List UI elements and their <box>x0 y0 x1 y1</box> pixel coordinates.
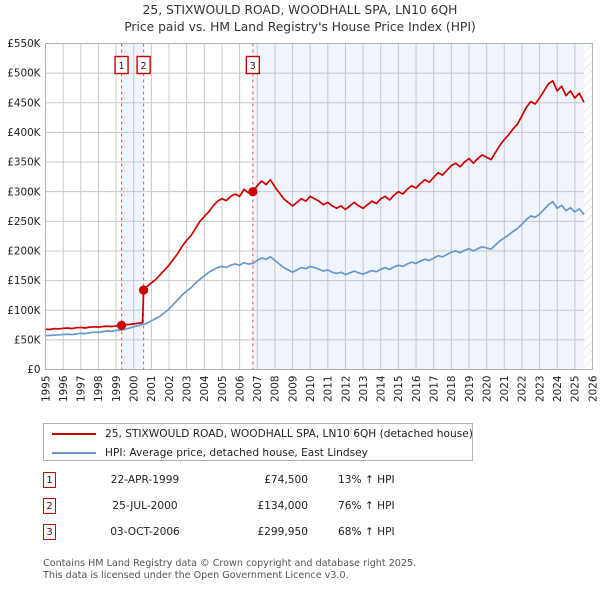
transaction-hpi-1: 13% ↑ HPI <box>338 474 395 486</box>
svg-text:2012: 2012 <box>340 376 352 402</box>
footer-line-2: This data is licensed under the Open Gov… <box>43 569 349 581</box>
transaction-price-1: £74,500 <box>264 474 308 486</box>
legend-swatch-hpi <box>52 451 96 454</box>
transaction-badge-3[interactable]: 3 <box>43 524 56 540</box>
svg-text:2011: 2011 <box>323 376 335 402</box>
legend-label-price: 25, STIXWOULD ROAD, WOODHALL SPA, LN10 6… <box>105 427 473 440</box>
svg-text:2024: 2024 <box>552 375 564 402</box>
svg-text:2021: 2021 <box>499 376 511 402</box>
svg-text:2006: 2006 <box>234 376 246 402</box>
svg-text:2018: 2018 <box>446 376 458 402</box>
y-axis-labels: £0 £50K £100K £150K £200K £250K £300K £350K £400… <box>7 38 41 376</box>
legend-item-price: 25, STIXWOULD ROAD, WOODHALL SPA, LN10 6… <box>44 424 473 443</box>
transactions-table: 1 22-APR-1999 £74,500 13% ↑ HPI 2 25-JUL… <box>40 472 480 550</box>
footer-line-1: Contains HM Land Registry data © Crown c… <box>43 558 417 569</box>
svg-text:£150K: £150K <box>7 275 41 287</box>
transaction-date-1: 22-APR-1999 <box>110 474 180 486</box>
chart-title-line-2: Price paid vs. HM Land Registry's House … <box>124 20 476 34</box>
svg-text:£400K: £400K <box>7 127 41 139</box>
svg-text:£50K: £50K <box>14 334 42 346</box>
transaction-marker-badges[interactable]: 1 2 3 <box>114 55 261 75</box>
chart-title: 25, STIXWOULD ROAD, WOODHALL SPA, LN10 6… <box>0 2 600 36</box>
svg-text:3: 3 <box>250 61 256 72</box>
svg-text:2: 2 <box>141 61 147 72</box>
transaction-badge-1[interactable]: 1 <box>43 472 56 488</box>
chart-legend: 25, STIXWOULD ROAD, WOODHALL SPA, LN10 6… <box>43 423 473 461</box>
svg-text:2001: 2001 <box>146 376 158 402</box>
svg-text:2009: 2009 <box>287 376 299 402</box>
svg-text:£300K: £300K <box>7 186 41 198</box>
svg-text:2019: 2019 <box>464 376 476 402</box>
future-region-hatch <box>583 43 593 370</box>
table-row[interactable]: 1 22-APR-1999 £74,500 13% ↑ HPI <box>40 472 480 498</box>
highlight-bands <box>121 43 593 370</box>
footer-attribution: Contains HM Land Registry data © Crown c… <box>43 558 563 581</box>
svg-text:£100K: £100K <box>7 305 41 317</box>
svg-text:2022: 2022 <box>517 376 529 402</box>
svg-text:2023: 2023 <box>534 376 546 402</box>
svg-text:£450K: £450K <box>7 97 41 109</box>
svg-text:2003: 2003 <box>181 376 193 402</box>
legend-swatch-price <box>52 432 96 435</box>
svg-text:£0: £0 <box>27 364 40 376</box>
svg-text:1: 1 <box>118 61 124 72</box>
svg-text:2002: 2002 <box>164 376 176 402</box>
transaction-price-3: £299,950 <box>257 526 308 538</box>
svg-text:2020: 2020 <box>481 376 493 402</box>
svg-text:1998: 1998 <box>93 376 105 402</box>
svg-text:2013: 2013 <box>358 376 370 402</box>
table-row[interactable]: 3 03-OCT-2006 £299,950 68% ↑ HPI <box>40 524 480 550</box>
table-row[interactable]: 2 25-JUL-2000 £134,000 76% ↑ HPI <box>40 498 480 524</box>
svg-text:1995: 1995 <box>40 376 52 402</box>
svg-text:2015: 2015 <box>393 376 405 402</box>
svg-text:£500K: £500K <box>7 68 41 80</box>
svg-text:2000: 2000 <box>129 376 141 402</box>
series-lines <box>44 79 585 337</box>
svg-text:2008: 2008 <box>270 376 282 402</box>
svg-text:£200K: £200K <box>7 246 41 258</box>
svg-text:2017: 2017 <box>428 376 440 402</box>
svg-text:1996: 1996 <box>58 376 70 402</box>
svg-text:2010: 2010 <box>305 376 317 402</box>
transaction-date-3: 03-OCT-2006 <box>110 526 180 538</box>
legend-label-hpi: HPI: Average price, detached house, East… <box>105 446 368 459</box>
transaction-hpi-3: 68% ↑ HPI <box>338 526 395 538</box>
svg-text:2026: 2026 <box>587 376 599 402</box>
svg-text:£550K: £550K <box>7 38 41 50</box>
transaction-price-2: £134,000 <box>257 500 308 512</box>
chart-title-line-1: 25, STIXWOULD ROAD, WOODHALL SPA, LN10 6… <box>142 3 458 17</box>
transaction-hpi-2: 76% ↑ HPI <box>338 500 395 512</box>
svg-text:2014: 2014 <box>376 375 388 402</box>
legend-item-hpi: HPI: Average price, detached house, East… <box>44 443 472 462</box>
svg-text:2007: 2007 <box>252 376 264 402</box>
svg-text:£350K: £350K <box>7 157 41 169</box>
svg-text:1997: 1997 <box>76 376 88 402</box>
gridlines <box>45 43 593 370</box>
svg-text:1999: 1999 <box>111 376 123 402</box>
transaction-badge-2[interactable]: 2 <box>43 498 56 514</box>
svg-text:2016: 2016 <box>411 376 423 402</box>
x-axis-labels: 1995 1996 1997 1998 1999 2000 2001 2002 2003 2004… <box>40 375 599 402</box>
svg-text:2005: 2005 <box>217 376 229 402</box>
svg-text:2004: 2004 <box>199 375 211 402</box>
transaction-points <box>116 187 258 330</box>
svg-text:£250K: £250K <box>7 216 41 228</box>
transaction-date-2: 25-JUL-2000 <box>112 500 178 512</box>
svg-text:2025: 2025 <box>570 376 582 402</box>
